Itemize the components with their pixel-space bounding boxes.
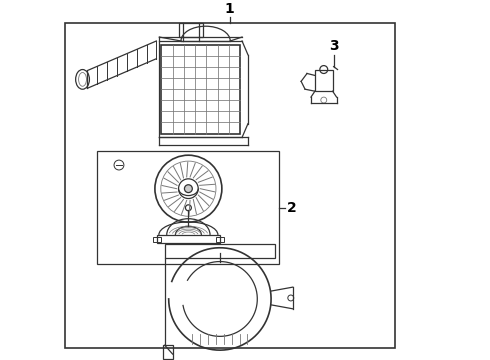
- Bar: [163, 345, 172, 359]
- Text: 3: 3: [329, 39, 339, 53]
- Text: 2: 2: [287, 201, 297, 215]
- Text: 1: 1: [225, 3, 235, 16]
- Bar: [161, 45, 240, 134]
- Bar: [315, 69, 333, 91]
- Bar: [165, 244, 275, 258]
- Bar: [98, 151, 279, 265]
- Bar: [65, 23, 394, 348]
- Bar: [179, 23, 203, 37]
- Bar: [216, 237, 224, 242]
- Circle shape: [184, 185, 192, 193]
- Bar: [153, 237, 161, 242]
- Bar: [157, 235, 220, 243]
